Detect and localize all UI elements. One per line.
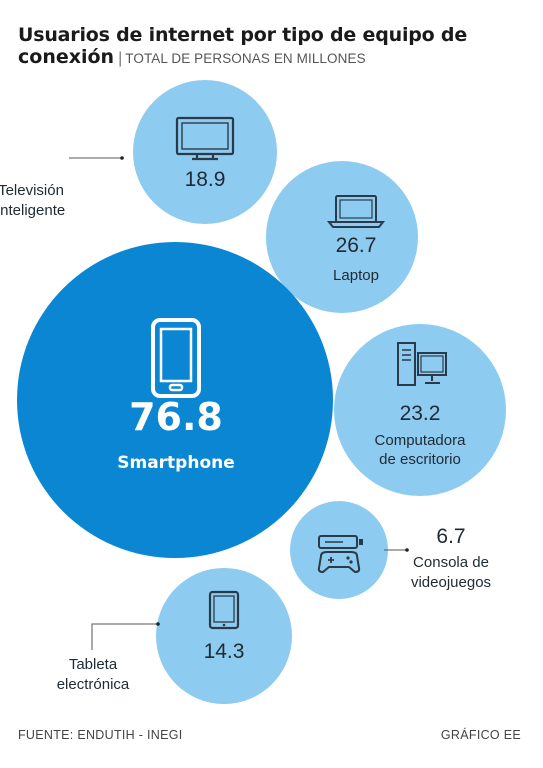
smartphone-icon (151, 318, 201, 398)
laptop-icon (326, 195, 386, 228)
leader-line (91, 623, 158, 650)
category-label: inteligente (0, 202, 65, 219)
tablet-icon (208, 590, 240, 630)
bubble-tableta-electronica: 14.3 Tableta electrónica (57, 568, 292, 704)
title-line-2: conexión | TOTAL DE PERSONAS EN MILLONES (18, 46, 528, 70)
bubble-circle (266, 161, 418, 313)
bubble-circle (156, 568, 292, 704)
bubble-circle (17, 242, 333, 558)
desktop-computer-icon (397, 342, 447, 386)
value-label: 14.3 (204, 640, 245, 663)
graphic-credit: GRÁFICO EE (440, 728, 521, 742)
leader-dot (156, 622, 160, 626)
title-separator: | (118, 50, 123, 67)
leader-dot (120, 156, 124, 160)
category-label: Computadora (375, 432, 467, 449)
title-line-2-text: conexión (18, 46, 115, 68)
bubble-smartphone: 76.8 Smartphone (17, 242, 333, 558)
category-label: Smartphone (117, 453, 235, 473)
source-note: FUENTE: ENDUTIH - INEGI (18, 728, 183, 742)
value-label: 26.7 (336, 234, 377, 257)
category-label: Laptop (333, 267, 379, 284)
title-line-1: Usuarios de internet por tipo de equipo … (18, 24, 468, 46)
bubble-circle (334, 324, 506, 496)
bubble-consola-de-videojuegos: 6.7 Consola de videojuegos (290, 501, 491, 599)
category-label: electrónica (57, 676, 130, 693)
bubble-circle (133, 80, 277, 224)
category-label: Televisión (0, 182, 64, 199)
tv-icon (175, 116, 235, 161)
bubble-circle (290, 501, 388, 599)
value-label: 23.2 (400, 402, 441, 425)
category-label: Tableta (69, 656, 118, 673)
bubble-laptop: 26.7 Laptop (266, 161, 418, 313)
category-label: Consola de (413, 554, 489, 571)
game-console-icon (317, 535, 363, 574)
chart-subtitle: TOTAL DE PERSONAS EN MILLONES (125, 51, 366, 66)
category-label: videojuegos (411, 574, 491, 591)
value-label: 18.9 (185, 168, 226, 191)
value-label: 6.7 (436, 525, 465, 548)
leader-dot (405, 548, 409, 552)
value-label: 76.8 (129, 395, 223, 439)
bubble-television-inteligente: 18.9 Televisión inteligente (0, 80, 277, 224)
category-label: de escritorio (379, 451, 461, 468)
chart-title: Usuarios de internet por tipo de equipo … (18, 24, 528, 70)
bubble-computadora-de-escritorio: 23.2 Computadora de escritorio (334, 324, 506, 496)
